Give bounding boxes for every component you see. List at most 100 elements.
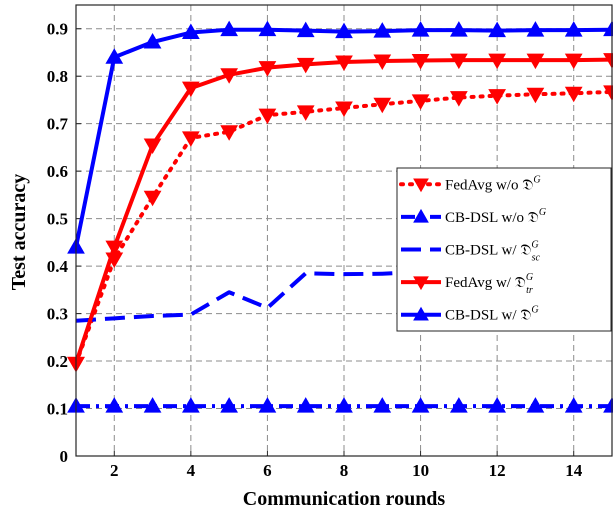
y-tick-label: 0.9	[47, 20, 68, 39]
legend-box	[396, 167, 612, 332]
legend-label-text: CB-DSL w/ 𝔇	[445, 308, 531, 324]
data-point	[488, 53, 507, 70]
x-tick-label: 2	[110, 461, 119, 480]
data-point	[449, 21, 468, 37]
data-point	[105, 397, 124, 413]
y-tick-label: 0.2	[47, 352, 68, 371]
legend-label-subscript: sc	[532, 253, 541, 264]
data-point	[143, 397, 162, 413]
series-4	[67, 53, 613, 373]
series-5	[67, 20, 613, 254]
data-point	[181, 131, 200, 147]
data-point	[105, 240, 124, 257]
data-point	[143, 33, 162, 49]
y-tick-label: 0.8	[47, 67, 68, 86]
legend-label-text: FedAvg w/o 𝔇	[445, 177, 533, 193]
data-point	[449, 91, 468, 107]
data-point	[296, 397, 315, 413]
y-tick-label: 0.7	[47, 115, 69, 134]
data-point	[373, 22, 392, 38]
legend-label-superscript: G	[533, 174, 540, 185]
series-layer	[67, 20, 613, 413]
data-point	[220, 125, 239, 141]
legend-swatch-marker	[413, 276, 429, 291]
x-tick-label: 6	[263, 461, 272, 480]
legend-label-superscript: G	[539, 207, 546, 218]
x-tick-label: 14	[565, 461, 583, 480]
plot-frame	[75, 4, 613, 457]
data-point	[449, 53, 468, 70]
x-tick-label: 12	[489, 461, 506, 480]
legend-label: FedAvg w/ 𝔇G tr	[445, 272, 533, 296]
data-point	[488, 89, 507, 105]
data-point	[335, 55, 353, 71]
data-point	[258, 397, 277, 413]
legend-item: FedAvg w/ 𝔇G tr	[401, 272, 533, 296]
series-line	[74, 89, 613, 366]
y-axis-label: Test accuracy	[8, 174, 30, 290]
data-point	[181, 397, 200, 413]
series-1	[67, 85, 613, 373]
data-point	[526, 21, 545, 37]
data-point	[181, 81, 200, 98]
data-point	[526, 53, 545, 70]
data-point	[335, 101, 353, 118]
legend-label: FedAvg w/o 𝔇G	[445, 174, 541, 193]
x-axis-label: Communication rounds	[243, 488, 446, 510]
data-point	[335, 397, 353, 413]
y-tick-label: 0.6	[47, 162, 68, 181]
x-tick-label: 4	[187, 461, 196, 480]
data-point	[258, 61, 277, 77]
y-tick-label: 0.5	[47, 210, 68, 229]
data-point	[526, 397, 545, 413]
data-point	[296, 21, 315, 38]
data-point	[373, 54, 392, 71]
x-tick-label: 8	[340, 461, 349, 480]
legend-label: CB-DSL w/o 𝔇G	[445, 207, 546, 226]
legend-label: CB-DSL w/ 𝔇G	[445, 305, 539, 324]
data-point	[181, 23, 200, 40]
legend-item: CB-DSL w/ 𝔇G sc	[401, 240, 541, 264]
legend-item: CB-DSL w/ 𝔇G	[401, 305, 539, 324]
data-point	[373, 97, 392, 114]
y-tick-label: 0.3	[47, 305, 68, 324]
legend-label-text: CB-DSL w/ 𝔇	[445, 243, 531, 259]
tick-labels: 2 4 6 8 10 12 14 0 0.1 0.2 0.3 0.4 0.5 0.6 0.7 0.8 0.9	[47, 20, 583, 480]
legend-swatch-marker	[413, 178, 429, 193]
legend-swatch-marker	[413, 306, 429, 321]
data-point	[220, 397, 239, 413]
legend-label-text: CB-DSL w/o 𝔇	[445, 210, 539, 226]
data-point	[296, 105, 315, 121]
data-point	[526, 87, 545, 104]
data-point	[220, 20, 239, 37]
data-point	[335, 22, 353, 39]
y-tick-label: 0.1	[47, 400, 68, 419]
data-point	[258, 108, 277, 125]
y-tick-label: 0.4	[47, 257, 69, 276]
data-point	[411, 397, 430, 413]
data-point	[373, 397, 392, 413]
data-point	[143, 138, 162, 155]
data-point	[220, 68, 239, 84]
y-tick-label: 0	[60, 447, 69, 466]
data-point	[488, 397, 507, 413]
data-point	[411, 54, 430, 70]
legend-label-subscript: tr	[526, 285, 533, 296]
data-point	[105, 48, 124, 64]
data-point	[564, 53, 583, 70]
data-point	[449, 397, 468, 413]
data-point	[258, 20, 277, 37]
data-point	[296, 57, 315, 74]
legend-label-superscript: G	[531, 240, 538, 251]
data-point	[488, 21, 507, 38]
legend-item: CB-DSL w/o 𝔇G	[401, 207, 546, 226]
data-point	[564, 86, 583, 103]
data-point	[143, 190, 162, 207]
legend-swatch-marker	[413, 208, 429, 223]
legend-label-superscript: G	[531, 305, 538, 316]
x-tick-label: 10	[412, 461, 429, 480]
legend-item: FedAvg w/o 𝔇G	[399, 174, 541, 193]
data-point	[411, 21, 430, 37]
